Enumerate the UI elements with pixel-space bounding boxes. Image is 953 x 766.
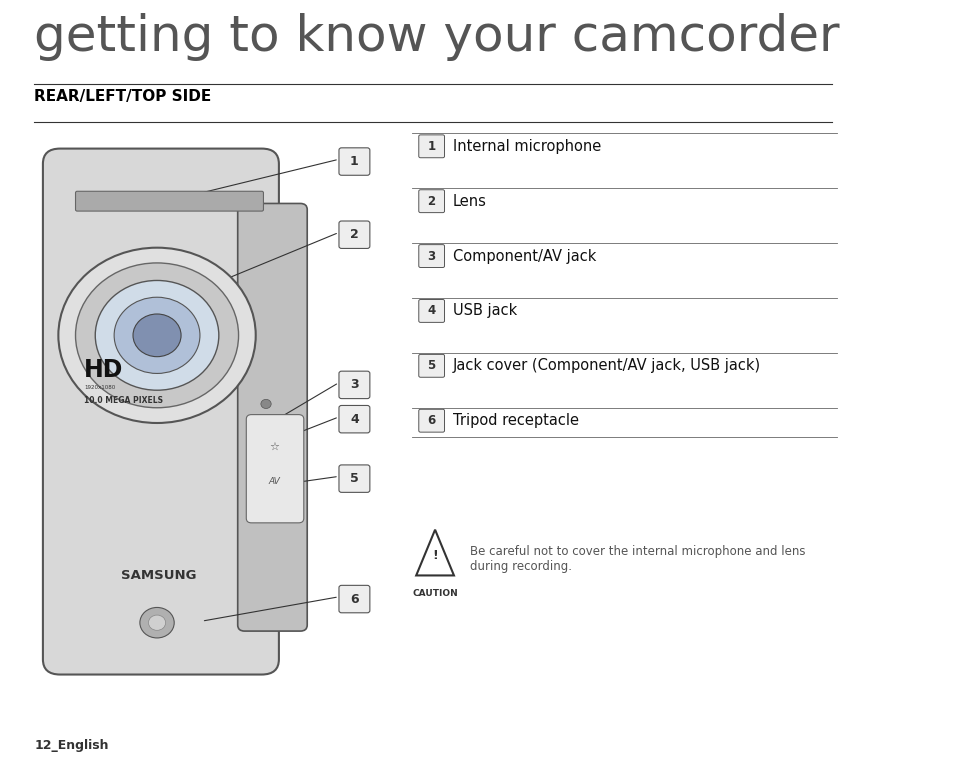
FancyBboxPatch shape [418, 135, 444, 158]
FancyBboxPatch shape [418, 355, 444, 378]
FancyBboxPatch shape [338, 405, 370, 433]
Text: 1: 1 [427, 140, 436, 152]
Text: Component/AV jack: Component/AV jack [453, 248, 596, 264]
Text: HD: HD [84, 358, 123, 382]
Text: 1: 1 [350, 155, 358, 168]
Circle shape [140, 607, 174, 638]
FancyBboxPatch shape [418, 300, 444, 322]
Circle shape [114, 297, 200, 374]
Text: Tripod receptacle: Tripod receptacle [453, 413, 578, 428]
Text: 4: 4 [427, 304, 436, 317]
Text: 6: 6 [350, 593, 358, 606]
Text: 3: 3 [350, 378, 358, 391]
Text: USB jack: USB jack [453, 303, 517, 319]
Circle shape [58, 247, 255, 423]
FancyBboxPatch shape [255, 437, 276, 447]
Circle shape [75, 263, 238, 408]
Text: getting to know your camcorder: getting to know your camcorder [34, 13, 839, 61]
Text: 5: 5 [427, 359, 436, 372]
Text: CAUTION: CAUTION [412, 589, 457, 598]
Circle shape [132, 314, 181, 357]
FancyBboxPatch shape [338, 372, 370, 398]
Text: 2: 2 [427, 195, 436, 208]
Text: AV: AV [269, 477, 280, 486]
FancyBboxPatch shape [255, 415, 276, 425]
Text: Internal microphone: Internal microphone [453, 139, 600, 154]
Text: Lens: Lens [453, 194, 486, 208]
FancyBboxPatch shape [237, 204, 307, 631]
Text: 6: 6 [427, 414, 436, 427]
Text: Be careful not to cover the internal microphone and lens
during recording.: Be careful not to cover the internal mic… [470, 545, 805, 573]
FancyBboxPatch shape [43, 149, 278, 675]
FancyBboxPatch shape [338, 585, 370, 613]
FancyBboxPatch shape [418, 190, 444, 213]
Polygon shape [416, 530, 454, 575]
Text: 1920x1080: 1920x1080 [84, 385, 115, 391]
Text: Jack cover (Component/AV jack, USB jack): Jack cover (Component/AV jack, USB jack) [453, 358, 760, 373]
Text: REAR/LEFT/TOP SIDE: REAR/LEFT/TOP SIDE [34, 90, 212, 104]
Text: 10.0 MEGA PIXELS: 10.0 MEGA PIXELS [84, 396, 163, 405]
FancyBboxPatch shape [338, 221, 370, 248]
FancyBboxPatch shape [75, 192, 263, 211]
Text: !: ! [432, 549, 437, 562]
FancyBboxPatch shape [338, 465, 370, 493]
FancyBboxPatch shape [338, 148, 370, 175]
FancyBboxPatch shape [246, 414, 303, 523]
Circle shape [95, 280, 218, 390]
Circle shape [260, 399, 271, 408]
Text: SAMSUNG: SAMSUNG [121, 569, 196, 582]
Text: ☆: ☆ [270, 442, 279, 452]
Circle shape [149, 615, 166, 630]
Text: 2: 2 [350, 228, 358, 241]
Text: 5: 5 [350, 472, 358, 485]
Text: 3: 3 [427, 250, 436, 263]
FancyBboxPatch shape [418, 409, 444, 432]
FancyBboxPatch shape [418, 244, 444, 267]
Text: 12_English: 12_English [34, 739, 109, 752]
Text: 4: 4 [350, 413, 358, 426]
